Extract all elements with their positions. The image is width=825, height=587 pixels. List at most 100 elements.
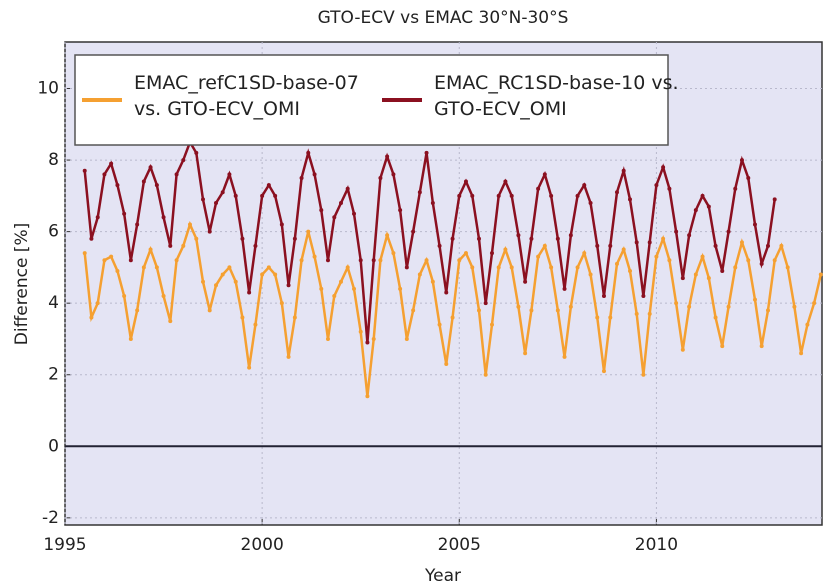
point [266, 265, 271, 270]
point [805, 322, 810, 327]
point [148, 247, 153, 252]
point [792, 304, 797, 309]
point [476, 308, 481, 313]
point [759, 261, 764, 266]
y-tick-label: 8 [48, 150, 59, 170]
point [411, 229, 416, 234]
point [352, 211, 357, 216]
point [319, 286, 324, 291]
point [765, 308, 770, 313]
legend-label: EMAC_RC1SD-base-10 vs. GTO-ECV_OMI [434, 72, 679, 120]
point [174, 258, 179, 263]
point [214, 283, 219, 288]
point [489, 251, 494, 256]
point [555, 308, 560, 313]
point [325, 258, 330, 263]
x-axis-label: Year [424, 566, 461, 586]
point [529, 236, 534, 241]
point [187, 222, 192, 227]
point [614, 261, 619, 266]
point [765, 243, 770, 248]
point [733, 265, 738, 270]
point [706, 276, 711, 281]
point [627, 268, 632, 273]
point [168, 319, 173, 324]
point [312, 172, 317, 177]
point [437, 243, 442, 248]
point [588, 272, 593, 277]
point [338, 201, 343, 205]
point [299, 175, 304, 180]
point [720, 268, 725, 273]
point [470, 265, 475, 270]
point [523, 351, 528, 356]
point [95, 215, 100, 220]
point [608, 243, 613, 248]
point [378, 175, 383, 180]
point [575, 265, 580, 270]
point [424, 150, 429, 155]
point [128, 258, 133, 263]
point [398, 208, 403, 213]
point [647, 311, 652, 316]
point [562, 354, 567, 359]
point [345, 265, 350, 270]
point [109, 161, 114, 166]
point [391, 251, 396, 256]
point [713, 315, 718, 320]
point [233, 279, 238, 284]
point [726, 229, 731, 234]
point [483, 301, 488, 306]
point [82, 251, 87, 256]
point [536, 254, 541, 259]
point [430, 201, 435, 205]
point [135, 222, 140, 227]
point [299, 258, 304, 263]
point [404, 336, 409, 341]
point [135, 308, 140, 313]
point [529, 308, 534, 313]
point [746, 258, 751, 263]
point [634, 240, 639, 245]
point [641, 372, 646, 377]
point [115, 268, 120, 273]
point [700, 254, 705, 259]
point [759, 344, 764, 349]
point [523, 279, 528, 284]
point [417, 272, 422, 277]
point [627, 197, 632, 202]
point [772, 197, 777, 202]
point [674, 229, 679, 234]
point [378, 258, 383, 263]
point [582, 251, 587, 256]
point [726, 304, 731, 309]
point [207, 308, 212, 313]
point [463, 251, 468, 256]
point [457, 193, 462, 198]
point [233, 193, 238, 198]
point [772, 258, 777, 263]
point [227, 265, 232, 270]
point [220, 272, 225, 277]
point [168, 243, 173, 248]
point [122, 211, 127, 216]
point [253, 322, 258, 327]
y-tick-label: 2 [48, 365, 59, 385]
point [752, 297, 757, 302]
point [115, 183, 120, 188]
point [102, 172, 107, 177]
point [483, 372, 488, 377]
point [371, 258, 376, 263]
y-tick-label: -2 [42, 508, 59, 528]
point [601, 369, 606, 374]
point [450, 315, 455, 320]
point [608, 315, 613, 320]
point [240, 315, 245, 320]
point [207, 229, 212, 234]
point [509, 193, 514, 198]
point [279, 301, 284, 306]
point [654, 183, 659, 188]
point [706, 204, 711, 209]
point [444, 290, 449, 295]
point [641, 294, 646, 299]
